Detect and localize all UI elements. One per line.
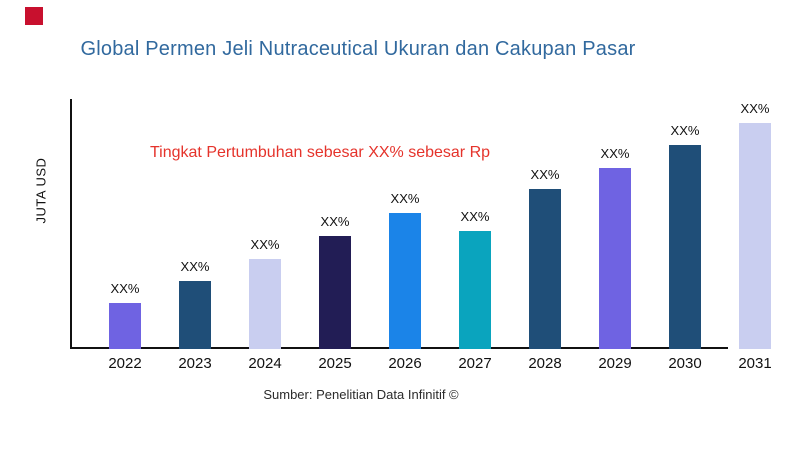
y-axis-line — [70, 99, 72, 349]
bar-value-label-2031: XX% — [740, 101, 770, 116]
x-tick-label-2023: 2023 — [178, 355, 212, 372]
bar-value-label-2029: XX% — [600, 146, 630, 161]
bar-2027 — [459, 231, 491, 349]
x-tick-label-2031: 2031 — [738, 355, 772, 372]
bar-2022 — [109, 303, 141, 349]
bar-value-label-2025: XX% — [320, 214, 350, 229]
bar-2028 — [529, 189, 561, 349]
x-tick-label-2026: 2026 — [388, 355, 422, 372]
x-tick-label-2030: 2030 — [668, 355, 702, 372]
bar-2026 — [389, 213, 421, 349]
bar-value-label-2028: XX% — [530, 167, 560, 182]
bar-value-label-2024: XX% — [250, 237, 280, 252]
bar-2024 — [249, 259, 281, 349]
source-note: Sumber: Penelitian Data Infinitif © — [263, 387, 459, 402]
x-tick-label-2027: 2027 — [458, 355, 492, 372]
bar-value-label-2030: XX% — [670, 123, 700, 138]
x-tick-label-2029: 2029 — [598, 355, 632, 372]
bar-2023 — [179, 281, 211, 349]
bar-2029 — [599, 168, 631, 349]
bar-2025 — [319, 236, 351, 349]
bar-value-label-2026: XX% — [390, 191, 420, 206]
bar-value-label-2022: XX% — [110, 281, 140, 296]
x-tick-label-2024: 2024 — [248, 355, 282, 372]
x-tick-label-2025: 2025 — [318, 355, 352, 372]
bar-value-label-2023: XX% — [180, 259, 210, 274]
x-tick-label-2028: 2028 — [528, 355, 562, 372]
chart-title: Global Permen Jeli Nutraceutical Ukuran … — [80, 38, 636, 60]
x-tick-label-2022: 2022 — [108, 355, 142, 372]
bar-2030 — [669, 145, 701, 349]
brand-logo-square — [25, 7, 43, 25]
growth-rate-annotation: Tingkat Pertumbuhan sebesar XX% sebesar … — [150, 144, 491, 161]
bar-2031 — [739, 123, 771, 349]
bar-value-label-2027: XX% — [460, 209, 490, 224]
